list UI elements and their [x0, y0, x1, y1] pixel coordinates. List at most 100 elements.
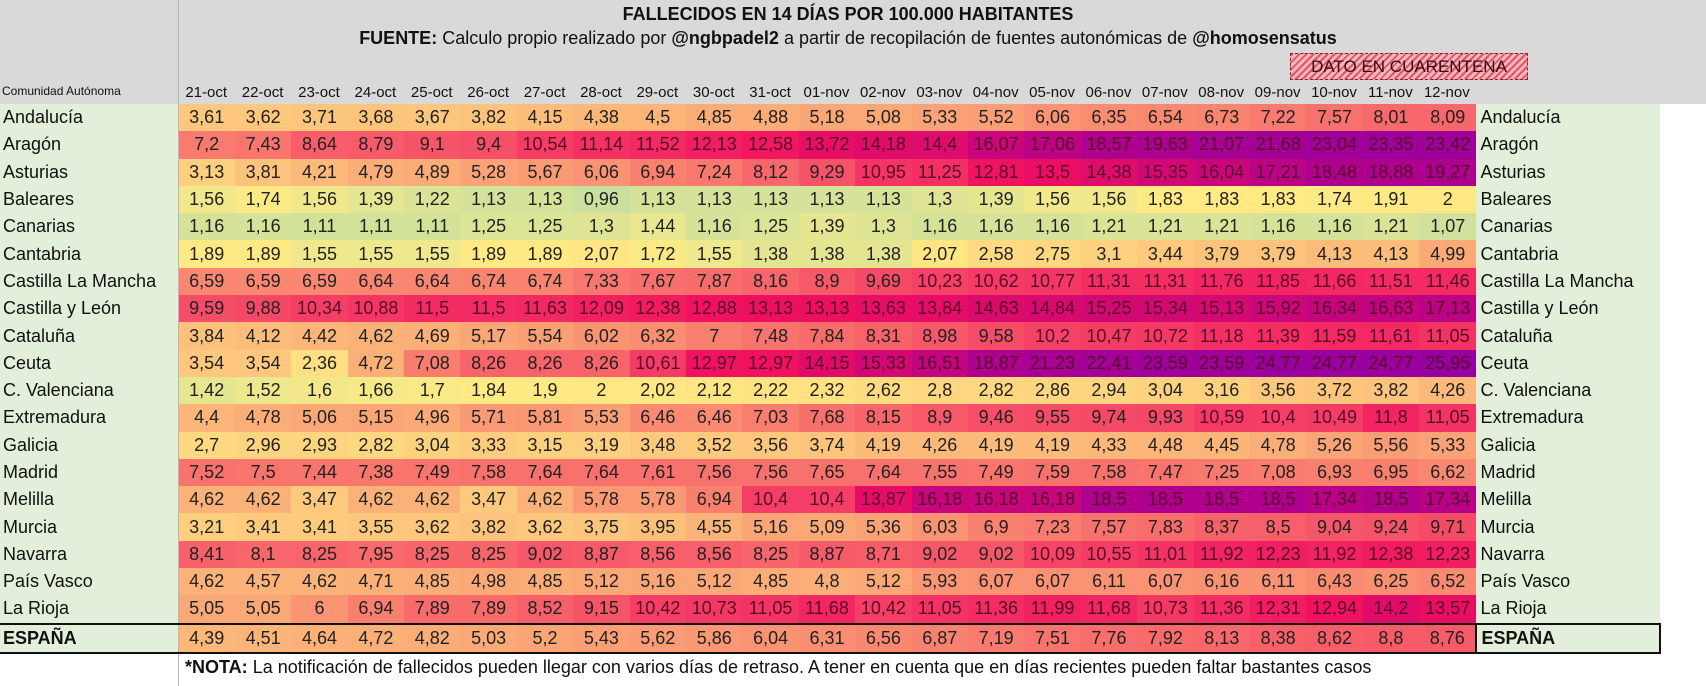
heatmap-cell: 17,34	[1306, 486, 1363, 514]
heatmap-cell: 21,68	[1249, 131, 1307, 159]
heatmap-cell: 14,2	[1362, 595, 1420, 624]
date-column-header: 05-nov	[1029, 84, 1075, 101]
heatmap-cell: 13,57	[1419, 595, 1477, 624]
heatmap-cell: 7,55	[911, 458, 968, 487]
heatmap-cell: 7,57	[1080, 513, 1138, 541]
heatmap-cell: 8,9	[798, 267, 856, 296]
heatmap-cell: 6,02	[573, 322, 630, 350]
total-row: ESPAÑA 4,39 4,51 4,64 4,72 4,82 5,03 5,2 5,43 5,6…	[0, 622, 1662, 654]
heatmap-cell: 1,55	[686, 240, 743, 268]
heatmap-cell: 5,67	[516, 158, 574, 186]
heatmap-cell: 12,38	[1362, 540, 1420, 569]
heatmap-cell: 11,66	[1306, 267, 1363, 296]
heatmap-cell: 12,13	[686, 131, 743, 159]
table-row: C. Valenciana 1,42 1,52 1,6 1,66 1,7 1,84 1,9 2 2…	[0, 376, 1661, 405]
date-column-header: 10-nov	[1311, 84, 1357, 101]
heatmap-cell: 24,77	[1306, 349, 1363, 377]
heatmap-cell: 1,13	[798, 185, 856, 214]
heatmap-cell: 1,89	[460, 240, 517, 268]
heatmap-cell: 11,36	[1193, 595, 1250, 624]
heatmap-cell: 7,58	[1080, 458, 1138, 487]
heatmap-cell: 2,7	[178, 431, 235, 459]
heatmap-cell: 4,62	[516, 486, 574, 514]
heatmap-cell: 9,59	[178, 295, 235, 323]
region-name-right: Baleares	[1476, 185, 1661, 214]
heatmap-cell: 1,9	[516, 376, 574, 405]
heatmap-cell: 16,18	[967, 486, 1025, 514]
heatmap-cell: 7,92	[1137, 622, 1194, 654]
region-name-right: Castilla La Mancha	[1476, 267, 1661, 296]
date-column-header: 22-oct	[241, 84, 284, 101]
heatmap-cell: 10,47	[1080, 322, 1138, 350]
heatmap-cell: 3,47	[460, 486, 517, 514]
heatmap-cell: 5,12	[686, 568, 743, 596]
heatmap-cell: 1,83	[1249, 185, 1307, 214]
region-name: Aragón	[0, 131, 179, 159]
heatmap-cell: 5,12	[573, 568, 630, 596]
heatmap-cell: 21,23	[1024, 349, 1081, 377]
heatmap-cell: 6,62	[1419, 458, 1477, 487]
heatmap-cell: 6,06	[573, 158, 630, 186]
heatmap-cell: 1,25	[460, 213, 517, 241]
heatmap-cell: 4,13	[1306, 240, 1363, 268]
table-row: Cataluña 3,84 4,12 4,42 4,62 4,69 5,17 5,54 6,02…	[0, 322, 1661, 350]
region-name: Madrid	[0, 458, 179, 487]
heatmap-cell: 14,63	[967, 295, 1025, 323]
heatmap-cell: 3,67	[404, 104, 461, 132]
heatmap-cell: 13,87	[855, 486, 912, 514]
table-row: Aragón 7,2 7,43 8,64 8,79 9,1 9,4 10,54 11,14 11,…	[0, 131, 1661, 159]
heatmap-cell: 2,32	[798, 376, 856, 405]
heatmap-cell: 5,12	[855, 568, 912, 596]
heatmap-cell: 1,16	[686, 213, 743, 241]
heatmap-cell: 4,62	[291, 568, 348, 596]
heatmap-cell: 3,62	[516, 513, 574, 541]
heatmap-cell: 10,54	[516, 131, 574, 159]
heatmap-cell: 11,01	[1137, 540, 1194, 569]
footnote-label: *NOTA:	[185, 657, 248, 677]
heatmap-cell: 23,59	[1193, 349, 1250, 377]
date-column-header: 28-oct	[580, 84, 622, 101]
heatmap-cell: 7,89	[460, 595, 517, 624]
heatmap-cell: 7,65	[798, 458, 856, 487]
heatmap-cell: 8,25	[291, 540, 348, 569]
heatmap-cell: 8,79	[347, 131, 405, 159]
heatmap-cell: 4,62	[178, 568, 235, 596]
heatmap-cell: 6,07	[1137, 568, 1194, 596]
region-name: Navarra	[0, 540, 179, 569]
heatmap-cell: 4,78	[1249, 431, 1307, 459]
heatmap-cell: 16,63	[1362, 295, 1420, 323]
heatmap-cell: 6,59	[291, 267, 348, 296]
heatmap-cell: 11,05	[911, 595, 968, 624]
heatmap-cell: 5,18	[798, 104, 856, 132]
region-name-right: Ceuta	[1476, 349, 1661, 377]
chart-title: FALLECIDOS EN 14 DÍAS POR 100.000 HABITA…	[622, 4, 1074, 24]
heatmap-cell: 1,11	[404, 213, 461, 241]
heatmap-cell: 5,16	[742, 513, 799, 541]
heatmap-cell: 7,03	[742, 404, 799, 432]
heatmap-cell: 3,95	[629, 513, 687, 541]
heatmap-cell: 8,56	[686, 540, 743, 569]
heatmap-cell: 16,34	[1306, 295, 1363, 323]
region-name-right: Extremadura	[1476, 404, 1661, 432]
heatmap-cell: 1,74	[1306, 185, 1363, 214]
heatmap-cell: 14,18	[855, 131, 912, 159]
heatmap-cell: 4,38	[573, 104, 630, 132]
heatmap-cell: 11,76	[1193, 267, 1250, 296]
heatmap-cell: 7,68	[798, 404, 856, 432]
heatmap-cell: 1,74	[234, 185, 292, 214]
heatmap-cell: 10,73	[686, 595, 743, 624]
heatmap-cell: 18,5	[1362, 486, 1420, 514]
heatmap-cell: 18,87	[967, 349, 1025, 377]
heatmap-cell: 6,74	[516, 267, 574, 296]
region-name-right: País Vasco	[1476, 568, 1661, 596]
region-name: Cataluña	[0, 322, 179, 350]
heatmap-cell: 7,64	[516, 458, 574, 487]
heatmap-cell: 5,43	[573, 622, 630, 654]
heatmap-cell: 17,34	[1419, 486, 1477, 514]
heatmap-cell: 5,36	[855, 513, 912, 541]
heatmap-cell: 4,26	[1419, 376, 1477, 405]
heatmap-cell: 7,33	[573, 267, 630, 296]
heatmap-cell: 3,79	[1249, 240, 1307, 268]
region-name: Castilla y León	[0, 295, 179, 323]
heatmap-cell: 9,02	[516, 540, 574, 569]
